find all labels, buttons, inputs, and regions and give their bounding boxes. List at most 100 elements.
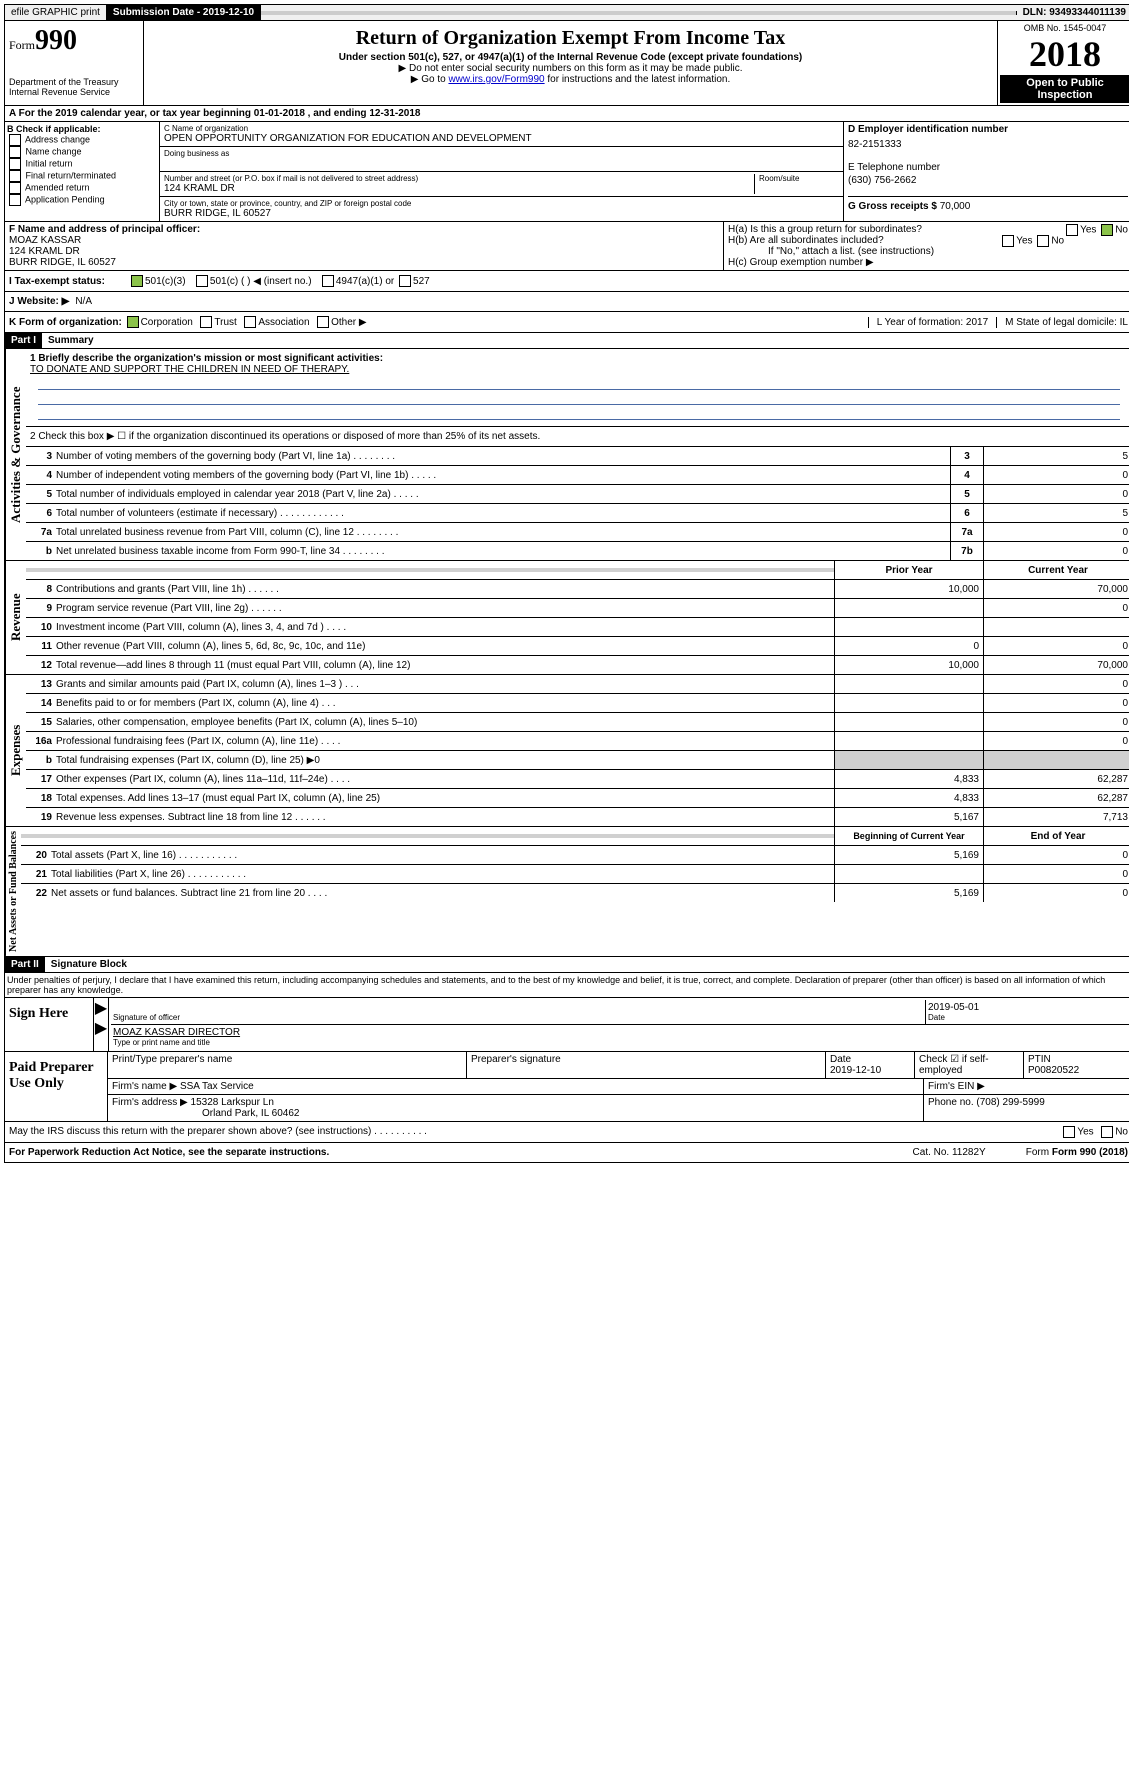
dept-treasury: Department of the Treasury Internal Reve… xyxy=(9,77,139,97)
line-num: 18 xyxy=(26,791,54,806)
box-b-label: B Check if applicable: xyxy=(7,124,157,134)
line-cell-num: 7a xyxy=(950,523,983,541)
dln: DLN: 93493344011139 xyxy=(1017,5,1129,20)
check-final[interactable]: Final return/terminated xyxy=(7,170,157,182)
line-desc: Number of voting members of the governin… xyxy=(54,449,950,464)
line-row: 20 Total assets (Part X, line 16) . . . … xyxy=(21,846,1129,865)
discuss-yes[interactable]: Yes xyxy=(1077,1127,1093,1138)
check-amended[interactable]: Amended return xyxy=(7,182,157,194)
line-desc: Grants and similar amounts paid (Part IX… xyxy=(54,677,834,692)
discuss-no[interactable]: No xyxy=(1115,1127,1128,1138)
prior-year-cell xyxy=(834,751,983,769)
check-name-change[interactable]: Name change xyxy=(7,146,157,158)
line-row: 10 Investment income (Part VIII, column … xyxy=(26,618,1129,637)
tax-year: 2018 xyxy=(1000,33,1129,75)
line-desc: Professional fundraising fees (Part IX, … xyxy=(54,734,834,749)
line-cell-num: 3 xyxy=(950,447,983,465)
check-initial[interactable]: Initial return xyxy=(7,158,157,170)
line-row: 9 Program service revenue (Part VIII, li… xyxy=(26,599,1129,618)
line-num: 16a xyxy=(26,734,54,749)
sign-here-label: Sign Here xyxy=(5,998,94,1051)
prior-year-cell: 5,167 xyxy=(834,808,983,826)
footer-form: Form Form 990 (2018) xyxy=(1026,1147,1128,1158)
line-cell-val: 0 xyxy=(983,485,1129,503)
current-year-cell: 0 xyxy=(983,675,1129,693)
line-desc: Total unrelated business revenue from Pa… xyxy=(54,525,950,540)
ha-no-check[interactable] xyxy=(1101,224,1113,236)
check-corp[interactable] xyxy=(127,316,139,328)
line-row: 22 Net assets or fund balances. Subtract… xyxy=(21,884,1129,902)
note2-pre: ▶ Go to xyxy=(411,74,449,85)
line-desc: Net unrelated business taxable income fr… xyxy=(54,544,950,559)
line-num: 11 xyxy=(26,639,54,654)
part2-badge: Part II xyxy=(5,957,45,972)
city-label: City or town, state or province, country… xyxy=(164,199,839,208)
line-cell-val: 0 xyxy=(983,523,1129,541)
cat-no: Cat. No. 11282Y xyxy=(913,1147,986,1158)
current-year-cell: 0 xyxy=(983,637,1129,655)
prior-year-cell xyxy=(834,618,983,636)
line-desc: Total assets (Part X, line 16) . . . . .… xyxy=(49,848,834,863)
prior-year-cell xyxy=(834,713,983,731)
box-f: F Name and address of principal officer:… xyxy=(5,222,724,270)
line-num: 13 xyxy=(26,677,54,692)
line-desc: Net assets or fund balances. Subtract li… xyxy=(49,886,834,901)
check-address-change[interactable]: Address change xyxy=(7,134,157,146)
expenses-section: Expenses 13 Grants and similar amounts p… xyxy=(4,675,1129,827)
prior-year-header: Prior Year xyxy=(834,561,983,579)
firm-ein: Firm's EIN ▶ xyxy=(924,1079,1129,1094)
col-header-row: Prior Year Current Year xyxy=(26,561,1129,580)
box-b: B Check if applicable: Address change Na… xyxy=(5,122,160,221)
line2: 2 Check this box ▶ ☐ if the organization… xyxy=(26,427,1129,447)
current-year-cell: 0 xyxy=(983,694,1129,712)
line-row: 18 Total expenses. Add lines 13–17 (must… xyxy=(26,789,1129,808)
submission-date: Submission Date - 2019-12-10 xyxy=(107,5,261,20)
begin-year-header: Beginning of Current Year xyxy=(834,827,983,845)
form-990-number: Form990 xyxy=(9,25,139,57)
vert-expenses: Expenses xyxy=(5,675,26,826)
vert-netassets: Net Assets or Fund Balances xyxy=(5,827,21,956)
line-num: 3 xyxy=(26,449,54,464)
line-row: 5 Total number of individuals employed i… xyxy=(26,485,1129,504)
opt-4947: 4947(a)(1) or xyxy=(336,276,394,287)
line-num: 19 xyxy=(26,810,54,825)
firm-addr1: 15328 Larkspur Ln xyxy=(191,1097,274,1108)
line1-mission: 1 Briefly describe the organization's mi… xyxy=(26,349,1129,427)
topbar-spacer xyxy=(261,11,1016,15)
line-row: b Net unrelated business taxable income … xyxy=(26,542,1129,560)
check-pending[interactable]: Application Pending xyxy=(7,194,157,206)
line-cell-val: 0 xyxy=(983,466,1129,484)
paperwork-notice: For Paperwork Reduction Act Notice, see … xyxy=(9,1147,329,1158)
self-employed-check[interactable]: Check ☑ if self-employed xyxy=(915,1052,1024,1078)
irs-link[interactable]: www.irs.gov/Form990 xyxy=(448,74,544,85)
line-desc: Total revenue—add lines 8 through 11 (mu… xyxy=(54,658,834,673)
line-num: 12 xyxy=(26,658,54,673)
discuss-text: May the IRS discuss this return with the… xyxy=(9,1126,427,1137)
line-desc: Other revenue (Part VIII, column (A), li… xyxy=(54,639,834,654)
prior-year-cell: 0 xyxy=(834,637,983,655)
prior-year-cell: 10,000 xyxy=(834,580,983,598)
line-num: 4 xyxy=(26,468,54,483)
prior-year-cell: 4,833 xyxy=(834,789,983,807)
line-num: 21 xyxy=(21,867,49,882)
form-num: 990 xyxy=(35,25,77,56)
ptin-label: PTIN xyxy=(1028,1054,1128,1065)
opt-amended: Amended return xyxy=(25,182,90,192)
row-i-label: I Tax-exempt status: xyxy=(9,276,129,287)
open-public: Open to Public Inspection xyxy=(1000,75,1129,103)
ha-row: H(a) Is this a group return for subordin… xyxy=(728,224,1128,235)
hb-label: H(b) Are all subordinates included? xyxy=(728,235,884,246)
sig-name-field: MOAZ KASSAR DIRECTOR Type or print name … xyxy=(111,1025,1129,1049)
prep-date-value: 2019-12-10 xyxy=(830,1065,910,1076)
line-desc: Contributions and grants (Part VIII, lin… xyxy=(54,582,834,597)
current-year-cell: 0 xyxy=(983,599,1129,617)
name-address-block: C Name of organization OPEN OPPORTUNITY … xyxy=(160,122,1129,221)
form-header: Form990 Department of the Treasury Inter… xyxy=(4,21,1129,106)
phone-value: (630) 756-2662 xyxy=(848,175,1128,186)
check-501c3[interactable] xyxy=(131,275,143,287)
line-num: b xyxy=(26,753,54,768)
vert-activities: Activities & Governance xyxy=(5,349,26,560)
hb-note: If "No," attach a list. (see instruction… xyxy=(728,246,1128,257)
part2-header-row: Part II Signature Block xyxy=(4,957,1129,973)
officer-sig-field[interactable]: Signature of officer xyxy=(111,1000,925,1025)
